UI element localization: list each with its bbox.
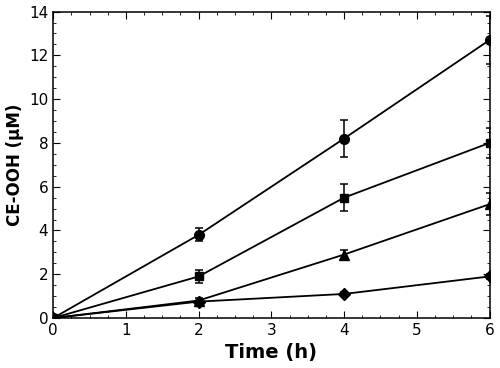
Y-axis label: CE-OOH (μM): CE-OOH (μM) [6,104,24,226]
X-axis label: Time (h): Time (h) [226,343,318,362]
